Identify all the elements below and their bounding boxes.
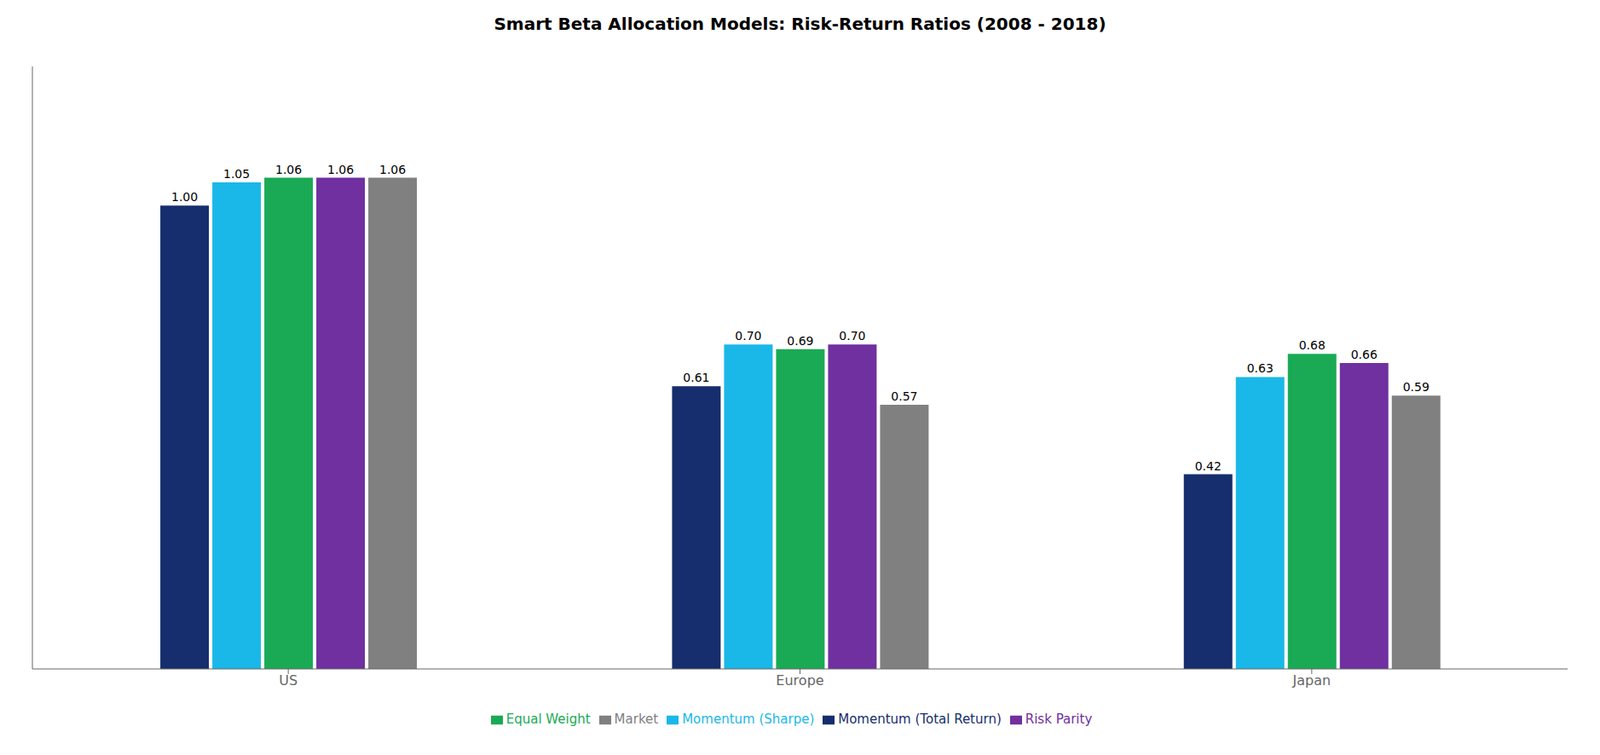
html-text:Market: Market: [614, 711, 659, 728]
svg-text:Japan: Japan: [1292, 672, 1332, 689]
svg-text:1.05: 1.05: [223, 167, 250, 181]
svg-text:1.06: 1.06: [327, 162, 354, 177]
svg-text:0.66: 0.66: [1351, 347, 1378, 362]
html-text:Equal Weight: Equal Weight: [506, 711, 591, 728]
svg-text:0.69: 0.69: [786, 334, 814, 348]
svg-text:1.00: 1.00: [171, 190, 198, 204]
html-text:Smart Beta Allocation Models:: Smart Beta Allocation Models: Risk-Retur…: [493, 13, 1107, 35]
svg-text:1.06: 1.06: [275, 162, 302, 177]
svg-text:0.70: 0.70: [734, 329, 762, 343]
svg-text:Europe: Europe: [775, 672, 824, 689]
html-text:Risk Parity: Risk Parity: [1025, 711, 1093, 728]
svg-text:0.63: 0.63: [1247, 361, 1274, 376]
html-text:Momentum (Total Return): Momentum (Total Return): [838, 711, 1002, 728]
html-text:Momentum (Sharpe): Momentum (Sharpe): [682, 711, 815, 728]
svg-text:0.59: 0.59: [1403, 380, 1430, 394]
svg-text:0.57: 0.57: [890, 389, 918, 404]
svg-text:US: US: [278, 672, 298, 689]
svg-text:0.68: 0.68: [1299, 338, 1326, 353]
svg-text:0.70: 0.70: [838, 329, 866, 343]
svg-text:0.42: 0.42: [1195, 459, 1222, 474]
svg-text:0.61: 0.61: [682, 370, 710, 385]
svg-text:1.06: 1.06: [379, 162, 406, 177]
